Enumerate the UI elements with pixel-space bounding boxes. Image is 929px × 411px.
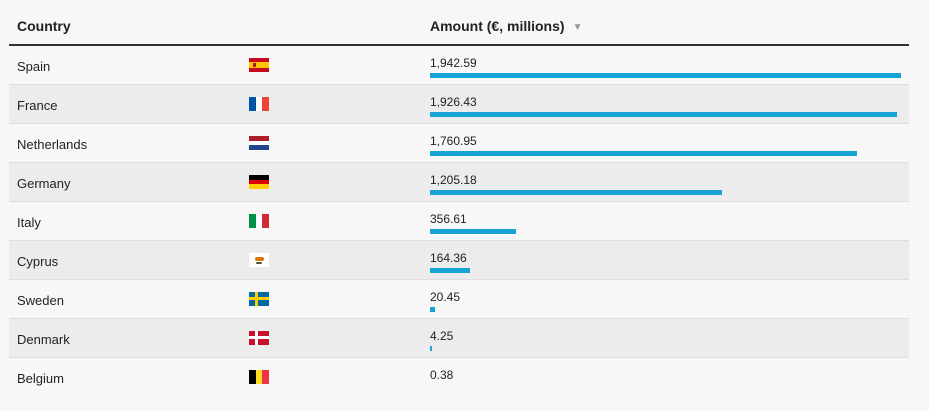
- country-name: Denmark: [17, 332, 70, 347]
- table-row: Cyprus 164.36: [9, 241, 909, 280]
- table-row: Spain 1,942.59: [9, 46, 909, 85]
- amount-bar: [430, 229, 517, 234]
- country-name: Cyprus: [17, 254, 59, 269]
- amount-bar: [430, 190, 723, 195]
- italy-flag-icon: [249, 214, 269, 228]
- netherlands-flag-icon: [249, 136, 269, 150]
- country-name: Belgium: [17, 371, 64, 386]
- cyprus-flag-icon: [249, 253, 269, 267]
- sort-descending-icon[interactable]: ▼: [572, 22, 583, 33]
- amount-value: 1,926.43: [430, 95, 477, 109]
- amount-bar: [430, 151, 857, 156]
- amount-column-header[interactable]: Amount (€, millions) ▼: [430, 18, 582, 34]
- amount-value: 1,205.18: [430, 173, 477, 187]
- table-row: Belgium 0.38: [9, 358, 909, 397]
- country-amount-table: Country Amount (€, millions) ▼ Spain 1,94…: [9, 0, 909, 397]
- amount-value: 4.25: [430, 329, 454, 343]
- country-name: Spain: [17, 59, 51, 74]
- table-row: Italy 356.61: [9, 202, 909, 241]
- amount-bar: [430, 307, 435, 312]
- amount-value: 20.45: [430, 290, 461, 304]
- table-row: Denmark 4.25: [9, 319, 909, 358]
- table-row: Netherlands 1,760.95: [9, 124, 909, 163]
- amount-bar: [430, 268, 470, 273]
- country-name: France: [17, 98, 58, 113]
- amount-value: 356.61: [430, 212, 467, 226]
- table-row: France 1,926.43: [9, 85, 909, 124]
- amount-value: 164.36: [430, 251, 467, 265]
- country-name: Germany: [17, 176, 71, 191]
- amount-column-label: Amount (€, millions): [430, 18, 565, 34]
- denmark-flag-icon: [249, 331, 269, 345]
- sweden-flag-icon: [249, 292, 269, 306]
- country-name: Italy: [17, 215, 41, 230]
- country-name: Sweden: [17, 293, 64, 308]
- amount-value: 0.38: [430, 368, 454, 382]
- amount-value: 1,760.95: [430, 134, 477, 148]
- amount-bar: [430, 346, 432, 351]
- table-header: Country Amount (€, millions) ▼: [9, 0, 909, 46]
- country-name: Netherlands: [17, 137, 88, 152]
- country-column-header[interactable]: Country: [17, 18, 71, 34]
- amount-bar: [430, 112, 898, 117]
- belgium-flag-icon: [249, 370, 269, 384]
- france-flag-icon: [249, 97, 269, 111]
- spain-flag-icon: [249, 58, 269, 72]
- amount-value: 1,942.59: [430, 56, 477, 70]
- amount-bar: [430, 73, 901, 78]
- table-row: Germany 1,205.18: [9, 163, 909, 202]
- table-row: Sweden 20.45: [9, 280, 909, 319]
- country-column-label: Country: [17, 18, 71, 34]
- germany-flag-icon: [249, 175, 269, 189]
